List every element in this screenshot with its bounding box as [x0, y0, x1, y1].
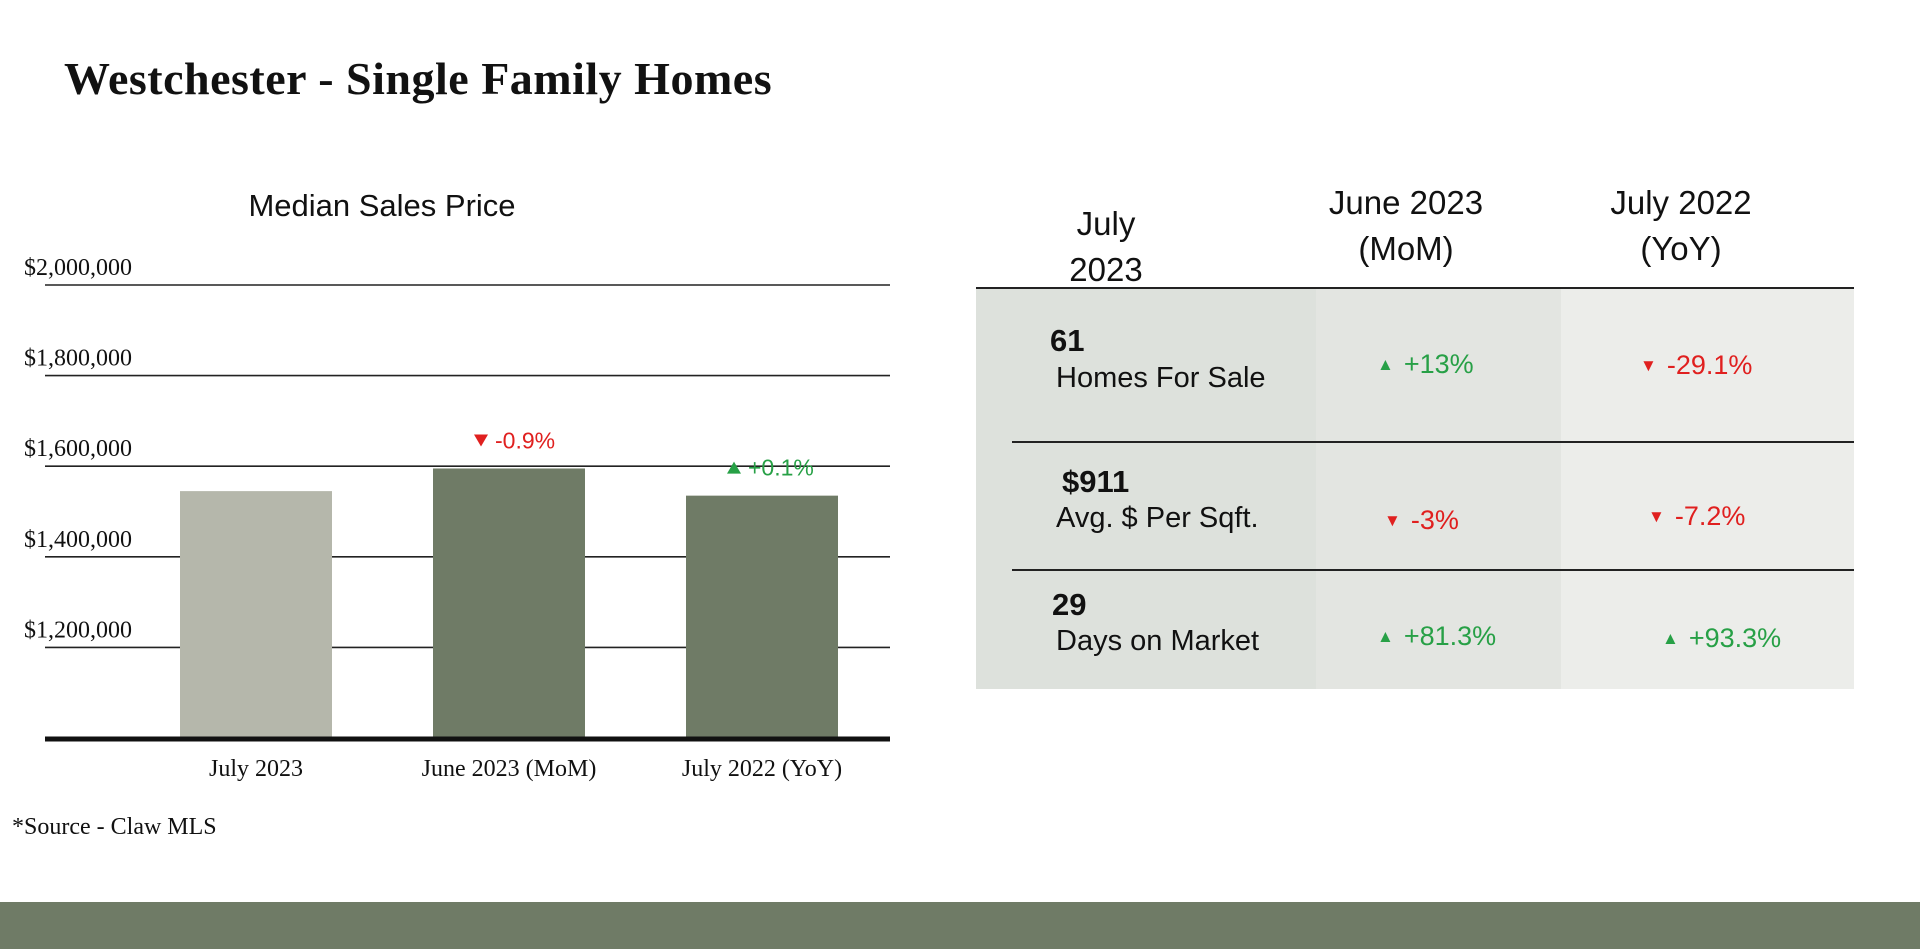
header-current: July 2023: [1069, 205, 1143, 288]
avg-price-per-sqft-value: $911: [1062, 464, 1130, 499]
page-title: Westchester - Single Family Homes: [64, 53, 773, 104]
homes-for-sale-yoy: ▼ -29.1%: [1640, 350, 1753, 380]
avg-price-per-sqft-mom: ▼ -3%: [1384, 505, 1459, 535]
days-on-market-mom: ▲ +81.3%: [1377, 621, 1497, 651]
up-arrow-icon: ▲: [1377, 626, 1394, 646]
homes-for-sale-mom: ▲ +13%: [1377, 349, 1474, 379]
down-arrow-icon: [474, 434, 488, 447]
data-label: +0.1%: [748, 455, 814, 481]
days-on-market-label: Days on Market: [1056, 625, 1260, 657]
y-tick-label: $1,400,000: [24, 527, 132, 553]
column-mom-bg: [1316, 289, 1561, 689]
down-arrow-icon: ▼: [1640, 355, 1657, 375]
row-divider: [1012, 569, 1854, 571]
avg-price-per-sqft-label: Avg. $ Per Sqft.: [1056, 502, 1259, 534]
column-current-bg: [976, 289, 1316, 689]
comparison-table: July 2023 June 2023 (MoM) July 2022 (YoY) …: [976, 175, 1854, 689]
bar-3: [686, 495, 838, 738]
bar-2: [433, 468, 585, 738]
up-arrow-icon: [727, 461, 741, 474]
median-sales-price-chart: $1,200,000 $1,400,000 $1,600,000 $1,800,000…: [24, 255, 890, 782]
avg-price-per-sqft-yoy: ▼ -7.2%: [1648, 501, 1746, 531]
column-yoy-bg: [1561, 289, 1854, 689]
source-note: *Source - Claw MLS: [12, 814, 217, 840]
up-arrow-icon: ▲: [1377, 354, 1394, 374]
bar-1: [180, 491, 332, 738]
x-tick-label: July 2022 (YoY): [682, 756, 842, 782]
header-yoy: July 2022 (YoY): [1610, 184, 1752, 267]
header-mom: June 2023 (MoM): [1328, 184, 1484, 267]
days-on-market-value: 29: [1052, 587, 1087, 622]
x-tick-label: July 2023: [209, 756, 303, 782]
table-header: July 2023 June 2023 (MoM) July 2022 (YoY): [976, 175, 1854, 289]
header-divider: [976, 287, 1854, 289]
down-arrow-icon: ▼: [1648, 506, 1665, 526]
row-divider: [1012, 441, 1854, 443]
homes-for-sale-label: Homes For Sale: [1056, 362, 1266, 394]
homes-for-sale-value: 61: [1050, 323, 1085, 358]
y-tick-label: $1,600,000: [24, 436, 132, 462]
y-tick-label: $1,200,000: [24, 617, 132, 643]
chart-title: Median Sales Price: [248, 188, 516, 223]
y-tick-label: $1,800,000: [24, 346, 132, 372]
down-arrow-icon: ▼: [1384, 510, 1401, 530]
y-tick-label: $2,000,000: [24, 255, 132, 281]
up-arrow-icon: ▲: [1662, 628, 1679, 648]
table-body: 61 Homes For Sale ▲ +13% ▼ -29.1% $911 Avg…: [976, 289, 1854, 689]
x-tick-label: June 2023 (MoM): [422, 756, 597, 782]
footer-bar: [0, 902, 1920, 949]
days-on-market-yoy: ▲ +93.3%: [1662, 623, 1782, 653]
data-label: -0.9%: [495, 427, 555, 453]
